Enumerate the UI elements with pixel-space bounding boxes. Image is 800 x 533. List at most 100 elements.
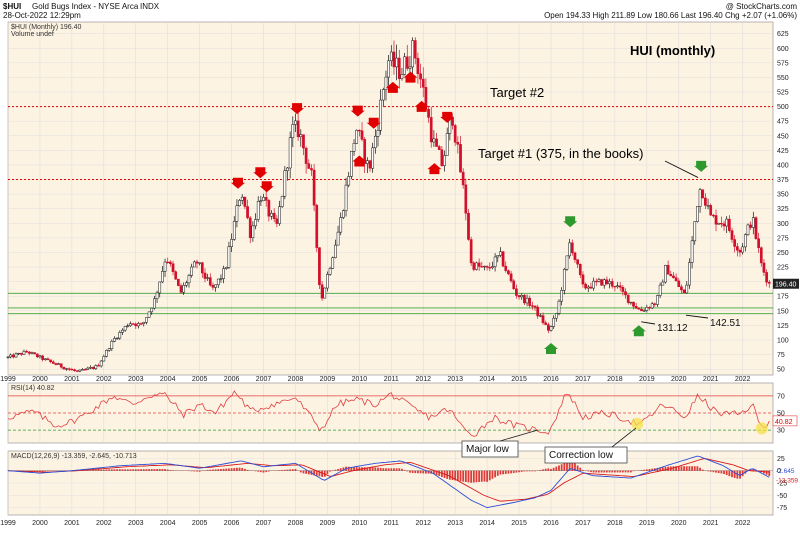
macd-histogram-bar [254,470,257,472]
macd-histogram-bar [164,469,166,471]
macd-histogram-bar [566,461,568,471]
price-candle-body [94,365,98,369]
price-candle-body [397,57,401,80]
x-tick-label-price: 2010 [352,376,368,383]
price-y-tick-label: 475 [777,119,789,126]
price-candle-body [714,215,718,225]
price-candle-body [408,66,412,69]
macd-histogram-bar [648,469,651,471]
price-candle-body [312,169,316,206]
red-arrow-down [230,177,245,189]
price-candle-body [445,133,449,156]
macd-histogram-bar [502,470,504,475]
price-candle-body [637,308,641,310]
x-tick-label-macd: 2012 [415,520,431,527]
macd-histogram-bar [156,469,158,471]
price-candle-body [360,130,364,140]
macd-histogram-bar [486,470,489,482]
price-candle-body [690,240,694,263]
macd-histogram-bar [419,470,422,474]
macd-histogram-bar [552,467,555,471]
macd-histogram-bar [350,466,353,471]
price-candle-body [179,285,183,293]
price-candle-body [67,368,71,370]
macd-histogram-bar [563,462,566,471]
x-tick-label-price: 2007 [256,376,272,383]
macd-histogram-bar [387,468,390,471]
price-candle-body [107,348,111,351]
price-candle-body [661,281,665,286]
macd-histogram-bar [523,470,526,472]
price-candle-body [206,277,209,279]
macd-histogram-bar [257,470,260,472]
axis-layer: 1999 1999 2000 2000 2001 2001 2002 2002 2003 2003… [0,31,799,527]
macd-histogram-bar [259,470,262,473]
macd-histogram-bar [161,468,164,471]
price-candle-body [392,51,396,68]
price-candle-body [626,294,630,303]
price-candle-body [688,262,691,286]
price-candle-body [669,274,673,277]
price-candle-body [459,144,462,173]
price-candle-body [65,368,68,370]
price-candle-body [22,351,26,355]
price-candle-body [105,350,108,357]
green-arrow-up [544,342,559,354]
macd-histogram-bar [196,470,198,472]
macd-histogram-bar [768,470,771,476]
macd-histogram-bar [118,469,121,471]
price-candle-body [134,323,138,327]
x-tick-label-price: 2009 [320,376,336,383]
macd-histogram-bar [425,470,427,474]
price-candle-body [653,303,657,305]
red-arrow-up [403,71,418,83]
x-tick-label-macd: 2007 [256,520,272,527]
price-candle-body [286,167,289,171]
x-tick-label-macd: 2001 [64,520,80,527]
x-tick-label-macd: 2006 [224,520,240,527]
price-y-tick-label: 250 [777,250,789,257]
macd-histogram-bar [691,466,693,471]
macd-histogram-bar [723,470,725,475]
price-candle-body [139,323,143,325]
price-candle-body [153,298,156,309]
price-candle-body [91,367,95,369]
price-candle-body [570,242,574,254]
x-tick-label-price: 2006 [224,376,240,383]
x-tick-label-price: 2019 [639,376,655,383]
macd-histogram-bar [749,469,752,471]
x-tick-label-price: 2021 [703,376,719,383]
target1-pointer [664,160,699,178]
price-candle-body [525,297,529,304]
price-candle-body [709,205,713,216]
price-candle-body [358,129,361,132]
macd-histogram-bar [315,470,318,476]
legend-macd: MACD(12,26,9) -13.359, -2.645, -10.713 [11,453,137,460]
price-candle-body [6,356,10,359]
price-y-tick-label: 500 [777,104,789,111]
price-candle-body [41,355,44,360]
price-candle-body [219,278,223,280]
macd-histogram-bar [142,469,145,471]
price-candle-body [171,263,175,272]
macd-histogram-bar [590,470,592,473]
price-y-tick-label: 125 [777,323,789,330]
x-tick-label-price: 2016 [543,376,559,383]
macd-histogram-bar [44,470,47,472]
macd-histogram-bar [696,466,699,471]
macd-histogram-bar [243,468,246,471]
price-y-tick-label: 75 [777,352,785,359]
red-arrow-down [440,111,455,123]
x-tick-label-price: 2014 [479,376,495,383]
x-tick-label-macd: 2018 [607,520,623,527]
macd-histogram-bar [587,470,590,472]
macd-histogram-bar [209,469,212,471]
macd-histogram-bar [347,466,350,471]
price-candle-body [232,221,236,240]
macd-histogram-bar [124,469,127,471]
price-candle-body [163,261,167,272]
rsi-layer [7,390,773,437]
macd-histogram-bar [600,470,603,473]
x-tick-label-price: 2011 [384,376,399,383]
macd-histogram-bar [369,467,371,471]
